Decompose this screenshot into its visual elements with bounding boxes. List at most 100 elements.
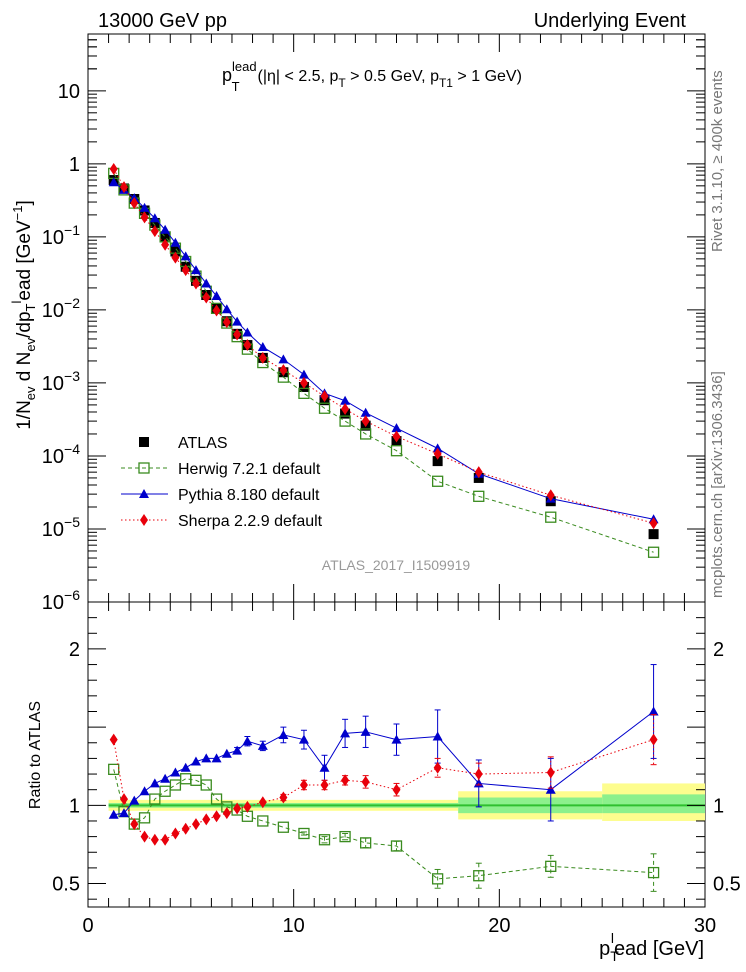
point-sherpa (222, 316, 231, 329)
ratio-y-tick-label-right: 1 (713, 795, 724, 817)
legend-entry-herwig: Herwig 7.2.1 default (121, 461, 321, 478)
point-herwig (545, 511, 557, 523)
point-pythia (108, 177, 119, 187)
point-sherpa (341, 402, 350, 415)
ratio-y-tick-label: 0.5 (52, 874, 80, 896)
point-sherpa (109, 163, 118, 176)
point-sherpa (161, 238, 170, 251)
main-series (108, 163, 660, 558)
ratio-point-pythia (170, 767, 181, 777)
ratio-point-herwig (431, 873, 444, 885)
ratio-point-pythia (211, 753, 222, 763)
point-atlas (149, 217, 160, 228)
ratio-point-pythia (545, 784, 556, 794)
point-herwig (431, 475, 444, 487)
ratio-point-sherpa (202, 813, 211, 826)
ratio-point-sherpa (361, 775, 370, 788)
band-inner (602, 794, 705, 814)
ratio-point-sherpa (433, 761, 442, 774)
main-y-tick-label: 10−1 (42, 222, 80, 249)
point-herwig (359, 428, 372, 440)
point-pythia (190, 265, 201, 275)
ratio-point-sherpa (279, 791, 288, 804)
ratio-point-herwig (339, 830, 351, 843)
point-sherpa (212, 304, 221, 317)
main-y-tick-label: 10−3 (42, 368, 80, 395)
ratio-point-pythia (118, 808, 129, 818)
main-x-ticks (87, 34, 706, 602)
point-pythia (242, 327, 253, 337)
point-sherpa (546, 489, 555, 502)
ratio-point-herwig (108, 763, 120, 776)
ratio-uncertainty-band (108, 783, 705, 821)
point-sherpa (191, 277, 200, 290)
ratio-point-herwig (647, 866, 660, 879)
ratio-point-pythia (257, 740, 268, 750)
ratio-point-pythia (391, 734, 402, 744)
legend-marker-sherpa (140, 514, 148, 526)
point-pythia (360, 407, 371, 417)
ratio-point-sherpa (341, 774, 350, 787)
ratio-point-herwig (149, 793, 161, 805)
ratio-y-tick-label: 1 (69, 795, 80, 817)
ratio-series (108, 664, 660, 892)
header-right: Underlying Event (534, 10, 687, 32)
legend-label-herwig: Herwig 7.2.1 default (178, 461, 321, 478)
ratio-point-pythia (242, 736, 253, 746)
legend: ATLAS Herwig 7.2.1 default Pythia 8.180 de… (121, 435, 323, 530)
point-atlas (170, 246, 181, 257)
x-tick-label: 10 (283, 915, 305, 937)
point-pythia (149, 213, 160, 223)
ratio-point-pythia (190, 756, 201, 766)
ratio-point-sherpa (299, 779, 308, 791)
point-herwig (390, 445, 403, 457)
point-sherpa (181, 264, 190, 277)
point-sherpa (649, 517, 658, 530)
ratio-point-herwig (210, 793, 223, 805)
ratio-point-sherpa (140, 830, 149, 843)
ratio-series-herwig (108, 763, 660, 892)
ratio-point-sherpa (233, 802, 242, 815)
ratio-point-sherpa (222, 807, 231, 820)
point-sherpa (433, 447, 442, 460)
point-herwig (339, 415, 351, 427)
point-sherpa (258, 351, 267, 364)
legend-entry-pythia: Pythia 8.180 default (121, 487, 320, 504)
point-pythia (232, 316, 243, 326)
ratio-y-axis: 0.5 0.5 1 1 2 2 (52, 601, 741, 900)
legend-entry-sherpa: Sherpa 2.2.9 default (121, 513, 323, 530)
ratio-point-sherpa (546, 766, 555, 779)
legend-entry-atlas: ATLAS (139, 435, 228, 452)
ratio-y-tick-label-right: 0.5 (713, 874, 741, 896)
main-y-tick-label: 10−5 (42, 514, 80, 541)
ratio-point-pythia (201, 753, 212, 763)
main-y-tick-label: 10−4 (42, 441, 80, 468)
ratio-point-sherpa (212, 810, 221, 823)
ratio-point-pythia (298, 734, 309, 744)
point-sherpa (233, 328, 242, 341)
point-sherpa (119, 181, 128, 194)
ratio-point-pythia (108, 809, 119, 819)
ratio-point-pythia (360, 726, 371, 736)
point-pythia (139, 202, 150, 212)
point-herwig (647, 546, 660, 558)
ratio-point-pythia (278, 729, 289, 739)
ratio-point-herwig (257, 815, 269, 827)
point-sherpa (320, 390, 329, 403)
x-tick-label: 0 (82, 915, 93, 937)
main-y-tick-label: 10−2 (42, 295, 80, 322)
point-pythia (201, 278, 212, 288)
point-sherpa (361, 415, 370, 428)
point-sherpa (299, 376, 308, 389)
ratio-point-herwig (138, 812, 151, 824)
ratio-x-axis: 0 10 20 30 (82, 602, 716, 937)
series-atlas (108, 175, 659, 540)
main-y-tick-label: 1 (69, 154, 80, 176)
legend-label-atlas: ATLAS (178, 435, 228, 452)
ratio-point-pythia (232, 745, 243, 755)
x-tick-label: 20 (488, 915, 510, 937)
main-y-label: 1/Nev d Nev/dpTlead [GeV−1] (9, 200, 38, 430)
point-herwig (298, 387, 310, 399)
ratio-point-pythia (160, 773, 171, 783)
